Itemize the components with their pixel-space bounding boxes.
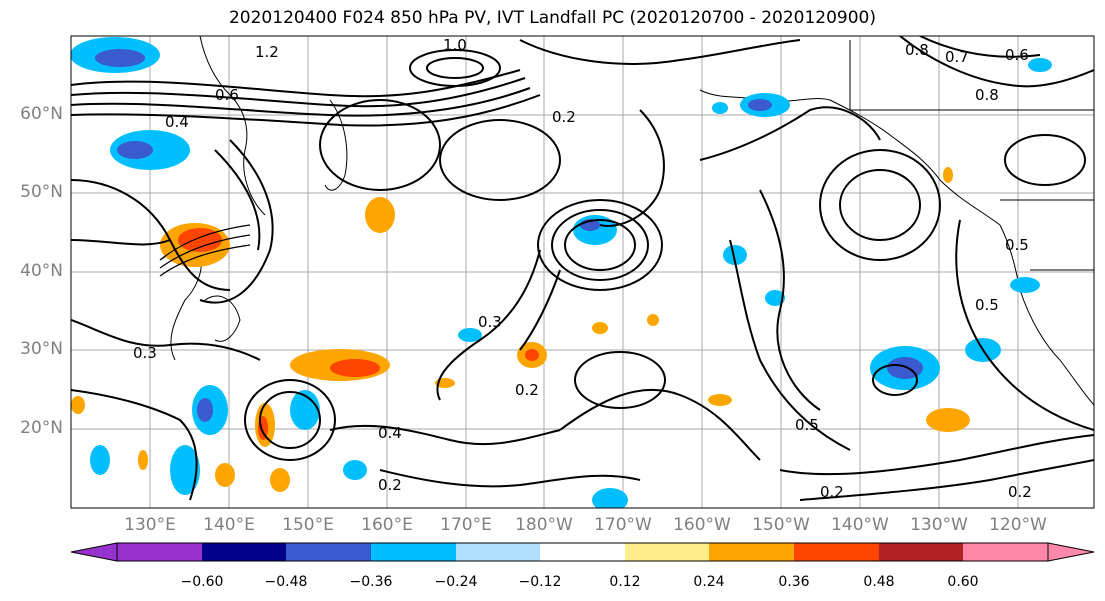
colorbar-tick-label: −0.36 [349, 574, 393, 590]
contour-label: 0.3 [478, 313, 502, 331]
contour-label-group: 1.0 1.2 0.8 0.6 0.4 0.2 0.3 0.5 0.7 0.6 … [133, 36, 1032, 501]
negative-shading [71, 37, 1052, 508]
colorbar-tick-label: 0.24 [693, 574, 725, 590]
contour-label: 0.7 [945, 48, 969, 66]
colorbar-bin [202, 543, 286, 561]
lat-label: 60°N [20, 104, 63, 124]
contour-label: 0.6 [1005, 46, 1029, 64]
lon-label: 160°E [361, 515, 413, 535]
colorbar-bin [625, 543, 709, 561]
lon-label: 130°E [124, 515, 176, 535]
colorbar-bin [794, 543, 879, 561]
contour-label: 0.8 [975, 86, 999, 104]
lon-label: 120°W [989, 515, 1047, 535]
colorbar-bin [456, 543, 540, 561]
contour-label: 0.4 [165, 113, 189, 131]
map-frame [70, 35, 1095, 509]
colorbar-tick-label: −0.12 [518, 574, 562, 590]
lon-label: 170°E [440, 515, 492, 535]
contour-label: 0.2 [1008, 483, 1032, 501]
colorbar-tick-label: 0.48 [863, 574, 895, 590]
lat-label: 50°N [20, 182, 63, 202]
positive-shading [71, 167, 970, 492]
contour-label: 0.5 [795, 416, 819, 434]
colorbar-bin [709, 543, 794, 561]
map-title: 2020120400 F024 850 hPa PV, IVT Landfall… [228, 8, 876, 28]
colorbar-bin [286, 543, 371, 561]
contour-label: 1.0 [443, 36, 467, 54]
lon-label: 170°W [594, 515, 652, 535]
colorbar-tick-label: −0.60 [180, 574, 224, 590]
colorbar-tick-label: 0.12 [609, 574, 641, 590]
contour-label: 1.2 [255, 43, 279, 61]
pv-contours [71, 36, 1094, 501]
contour-label: 0.8 [905, 41, 929, 59]
graticule [71, 36, 1094, 508]
lon-label: 140°W [831, 515, 889, 535]
lat-label: 30°N [20, 339, 63, 359]
lat-label: 40°N [20, 261, 63, 281]
contour-label: 0.2 [820, 483, 844, 501]
colorbar-frame [116, 542, 1049, 562]
colorbar-tick-label: 0.60 [947, 574, 979, 590]
colorbar-bin [371, 543, 456, 561]
contour-label: 0.5 [1005, 236, 1029, 254]
contour-label: 0.5 [975, 296, 999, 314]
colorbar-tick-label: 0.36 [778, 574, 810, 590]
contour-label: 0.2 [552, 108, 576, 126]
lon-label: 140°E [203, 515, 255, 535]
contour-label: 0.2 [515, 381, 539, 399]
lon-label: 150°E [282, 515, 334, 535]
colorbar-tick-label: −0.48 [264, 574, 308, 590]
colorbar-bin [117, 543, 202, 561]
colorbar [70, 542, 1095, 562]
colorbar-bin [540, 543, 625, 561]
pv-contours-thin [159, 224, 251, 277]
colorbar-extend-high [1047, 542, 1095, 562]
lon-label: 180°W [515, 515, 573, 535]
colorbar-extend-low [70, 542, 118, 562]
lon-label: 150°W [752, 515, 810, 535]
lat-label: 20°N [20, 418, 63, 438]
colorbar-tick-label: −0.24 [434, 574, 478, 590]
lon-label: 130°W [910, 515, 968, 535]
colorbar-bin [879, 543, 963, 561]
lon-label: 160°W [673, 515, 731, 535]
colorbar-bin [963, 543, 1048, 561]
contour-label: 0.2 [378, 476, 402, 494]
contour-label: 0.4 [378, 424, 402, 442]
contour-label: 0.6 [215, 86, 239, 104]
contour-label: 0.3 [133, 344, 157, 362]
